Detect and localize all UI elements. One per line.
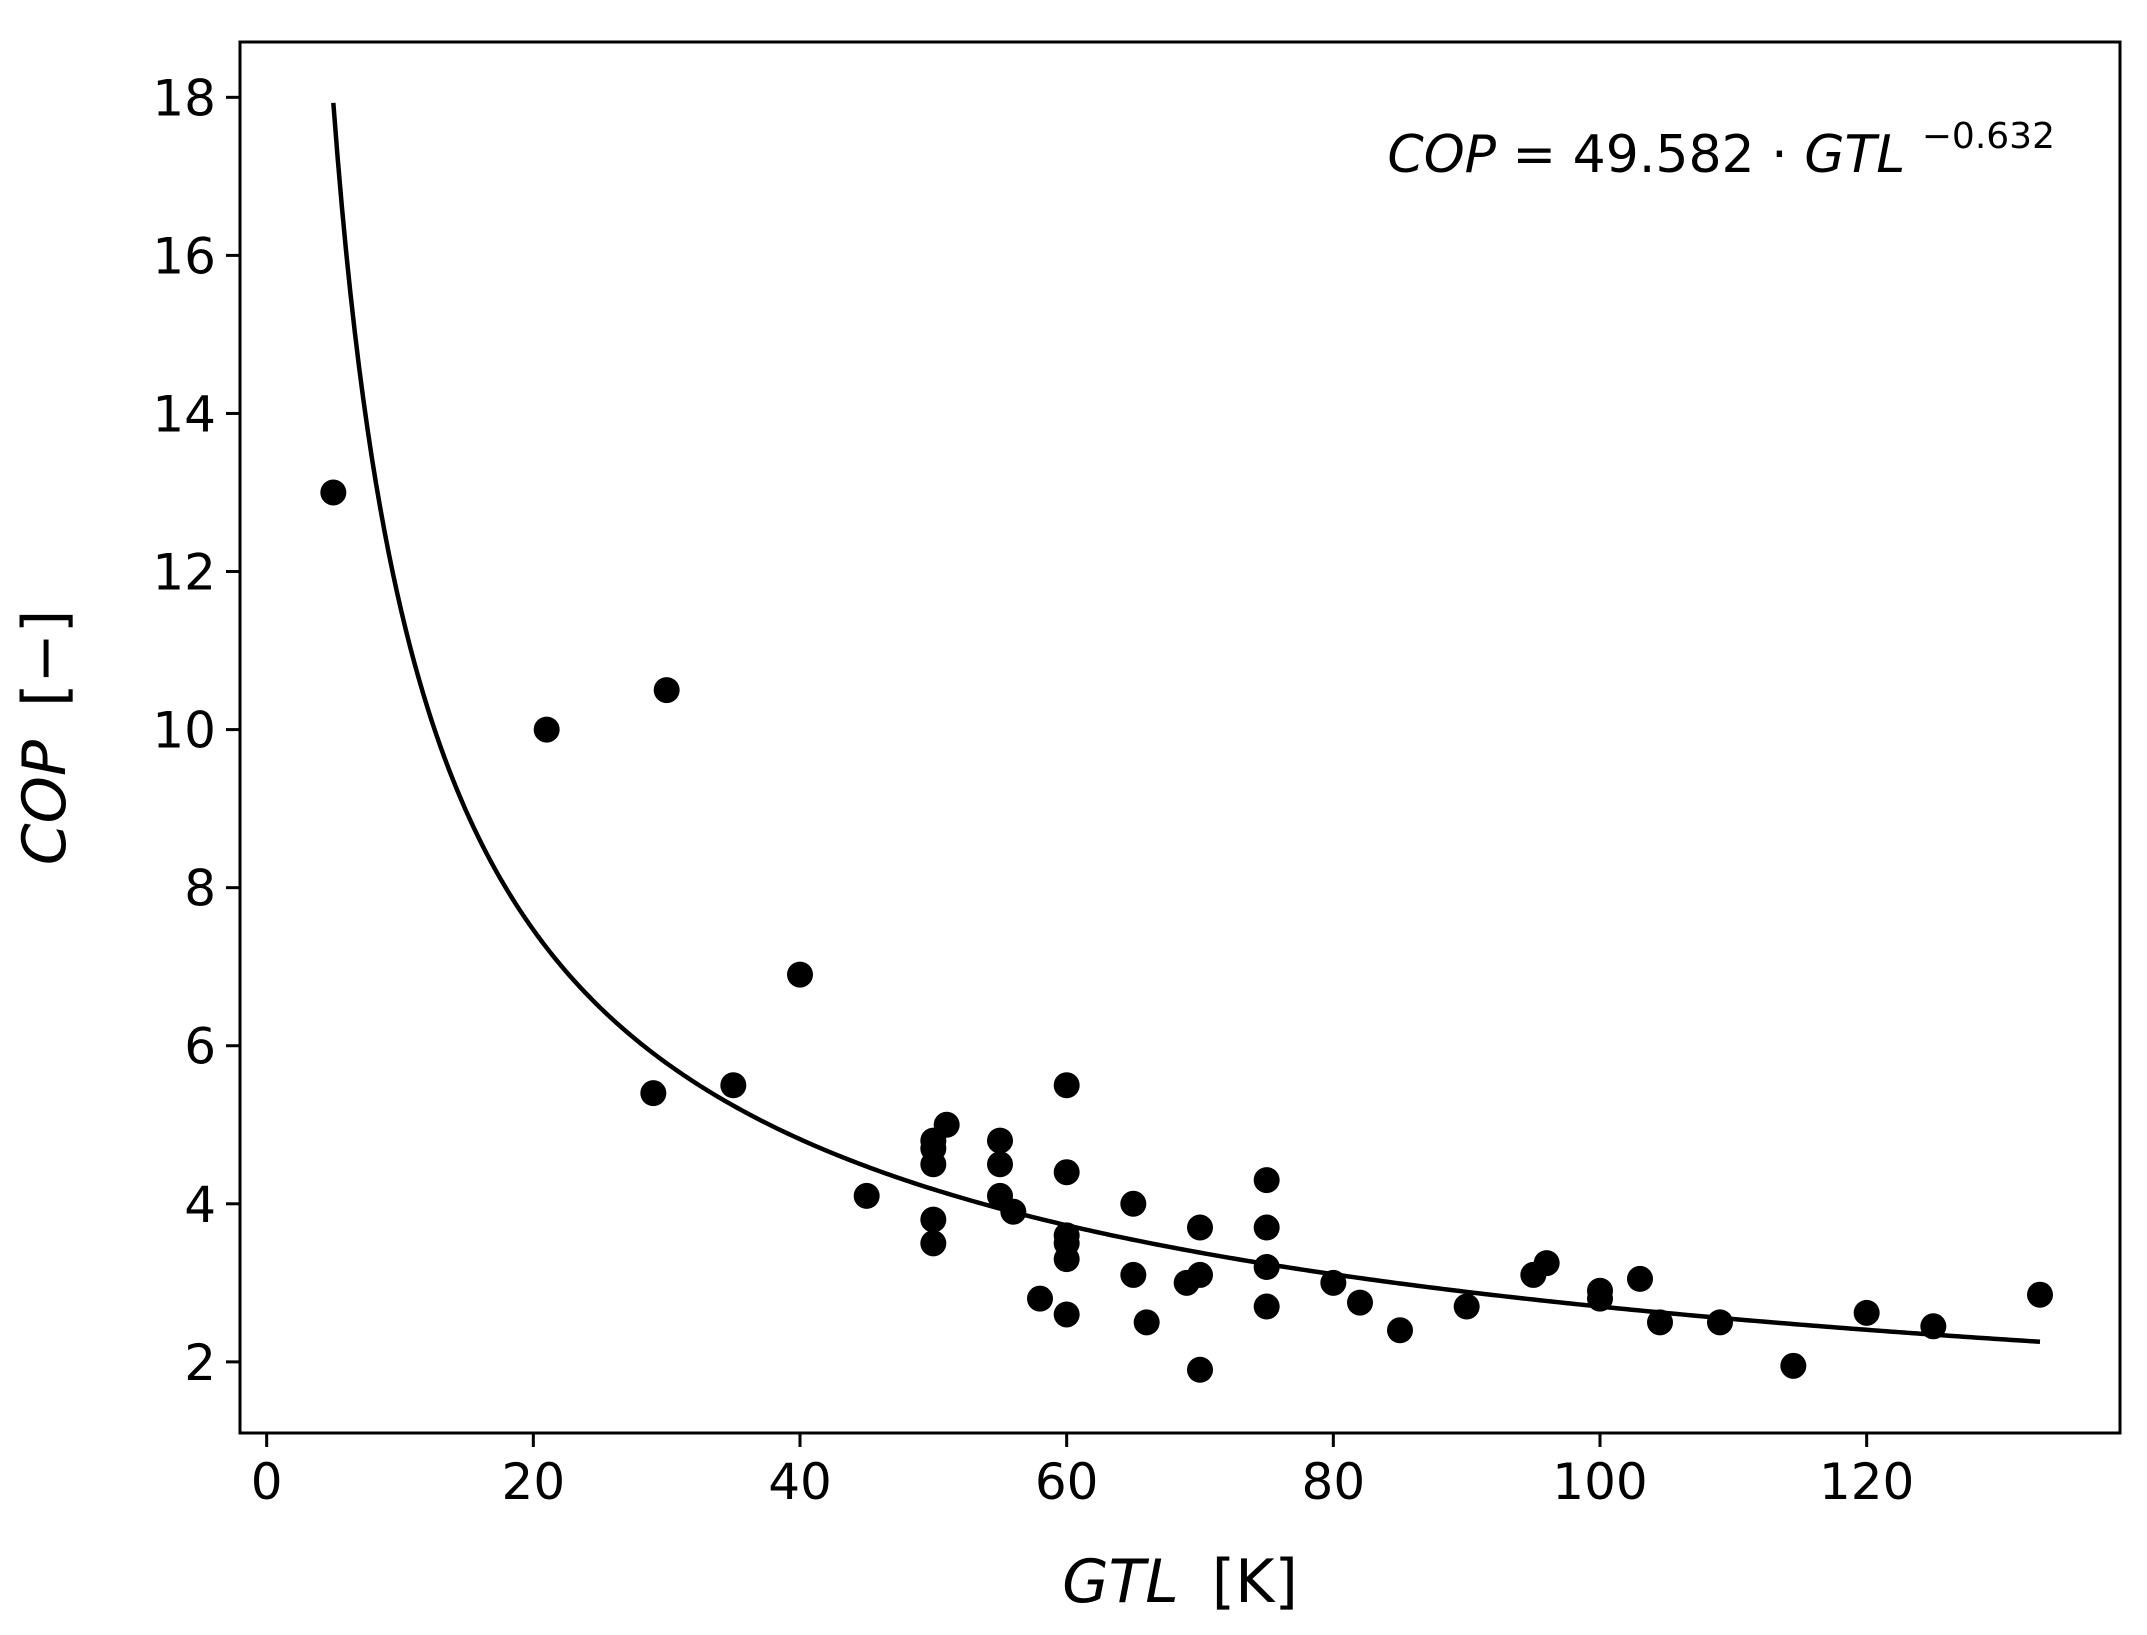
scatter-point xyxy=(920,1151,947,1178)
y-tick-label: 2 xyxy=(184,1334,216,1392)
scatter-point xyxy=(1187,1356,1213,1383)
y-tick-label: 18 xyxy=(152,69,216,127)
scatter-point xyxy=(1187,1261,1213,1288)
scatter-point xyxy=(987,1127,1013,1154)
y-tick-label: 14 xyxy=(152,385,216,443)
y-tick-label: 6 xyxy=(184,1018,216,1076)
scatter-point xyxy=(1587,1285,1613,1312)
scatter-point xyxy=(987,1151,1013,1178)
axes-frame xyxy=(238,40,2122,1435)
y-axis-label: COP [−] xyxy=(10,610,80,865)
equation-lhs: COP xyxy=(1387,125,1496,185)
equation-dot: · xyxy=(1771,125,1788,185)
y-tick-label: 16 xyxy=(152,227,216,285)
scatter-point xyxy=(1053,1301,1080,1328)
fit-layer xyxy=(331,102,2041,1345)
scatter-point xyxy=(1853,1299,1880,1326)
scatter-point xyxy=(653,677,680,704)
scatter-point xyxy=(1920,1313,1947,1340)
scatter-point xyxy=(1347,1289,1373,1316)
fit-curve-line xyxy=(331,102,2041,1345)
scatter-point xyxy=(920,1206,947,1233)
scatter-point xyxy=(1053,1246,1080,1273)
y-tick-label: 12 xyxy=(152,544,216,602)
scatter-point xyxy=(1387,1317,1413,1344)
scatter-point xyxy=(720,1072,747,1099)
scatter-point xyxy=(533,716,560,743)
y-axis-label-variable: COP xyxy=(10,739,80,865)
x-tick-label: 80 xyxy=(1302,1453,1366,1511)
x-tick-label: 120 xyxy=(1819,1453,1914,1511)
scatter-point xyxy=(1453,1293,1480,1320)
scatter-point xyxy=(1027,1285,1053,1312)
x-tick-label: 60 xyxy=(1035,1453,1099,1511)
x-tick-label: 100 xyxy=(1552,1453,1647,1511)
scatter-point xyxy=(1000,1198,1027,1225)
scatter-point xyxy=(1120,1190,1147,1217)
fit-equation-annotation: COP = 49.582 · GTL −0.632 xyxy=(1387,116,2055,185)
y-axis: 2 4 6 8 10 12 14 16 18 xyxy=(152,69,240,1392)
y-tick-label: 4 xyxy=(184,1176,216,1234)
scatter-point xyxy=(1253,1254,1280,1281)
scatter-point xyxy=(1707,1309,1733,1336)
equation-variable: GTL xyxy=(1804,125,1905,185)
x-tick-label: 20 xyxy=(502,1453,566,1511)
scatter-point xyxy=(2027,1281,2053,1308)
x-axis-label: GTL [K] xyxy=(1062,1547,1298,1617)
scatter-point xyxy=(1647,1309,1673,1336)
scatter-point xyxy=(1253,1293,1280,1320)
scatter-point xyxy=(920,1230,947,1257)
x-axis-label-unit: [K] xyxy=(1212,1547,1298,1617)
x-axis-label-variable: GTL xyxy=(1062,1547,1179,1617)
scatter-point xyxy=(1120,1261,1147,1288)
equation-coefficient: 49.582 xyxy=(1573,125,1755,185)
x-axis: 0 20 40 60 80 100 120 xyxy=(251,1433,1914,1511)
points-layer xyxy=(320,479,2053,1383)
y-tick-label: 8 xyxy=(184,860,216,918)
scatter-point xyxy=(1627,1265,1653,1292)
scatter-point xyxy=(787,961,813,988)
scatter-point xyxy=(1320,1269,1347,1296)
equation-equals: = xyxy=(1513,125,1557,185)
scatter-point xyxy=(320,479,347,506)
scatter-point xyxy=(1780,1352,1807,1379)
scatter-point xyxy=(1253,1214,1280,1241)
scatter-point xyxy=(640,1080,667,1107)
scatter-point xyxy=(853,1182,880,1209)
scatter-point xyxy=(1533,1250,1560,1277)
scatter-point xyxy=(1053,1159,1080,1186)
y-tick-label: 10 xyxy=(152,702,216,760)
equation-exponent: −0.632 xyxy=(1922,116,2055,157)
scatter-point xyxy=(1053,1072,1080,1099)
scatter-point xyxy=(1253,1167,1280,1194)
scatter-point xyxy=(933,1111,960,1138)
y-axis-label-unit: [−] xyxy=(10,610,80,707)
scatter-point xyxy=(1187,1214,1213,1241)
x-tick-label: 40 xyxy=(768,1453,832,1511)
scatter-point xyxy=(1133,1309,1160,1336)
x-tick-label: 0 xyxy=(251,1453,283,1511)
